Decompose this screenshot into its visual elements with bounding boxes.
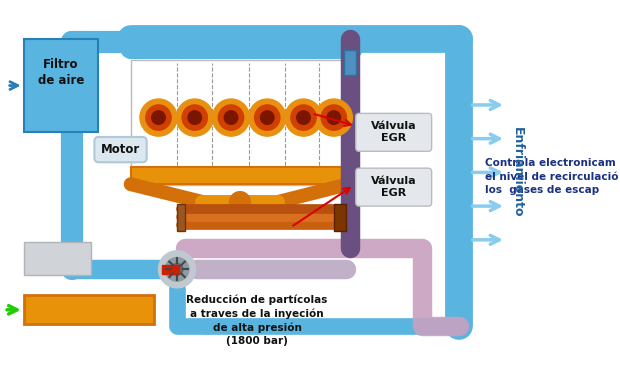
Circle shape	[182, 105, 208, 130]
Bar	[177, 204, 185, 231]
Circle shape	[140, 99, 177, 136]
Circle shape	[218, 105, 244, 130]
Text: Controla electronicam
el nivel de recirculació
los  gases de escap: Controla electronicam el nivel de recirc…	[485, 158, 618, 195]
Circle shape	[159, 251, 195, 288]
Circle shape	[260, 111, 274, 125]
Text: Filtro
de aire: Filtro de aire	[38, 58, 84, 87]
Circle shape	[249, 99, 286, 136]
Circle shape	[255, 105, 280, 130]
Text: Válvula
EGR: Válvula EGR	[371, 121, 417, 143]
Bar	[162, 265, 179, 273]
FancyBboxPatch shape	[356, 168, 432, 206]
Circle shape	[291, 105, 316, 130]
FancyBboxPatch shape	[356, 113, 432, 151]
Circle shape	[224, 111, 237, 125]
Bar	[344, 50, 356, 75]
Text: Enfriamiento: Enfriamiento	[511, 127, 524, 218]
Circle shape	[321, 105, 347, 130]
Circle shape	[327, 111, 340, 125]
Circle shape	[176, 99, 213, 136]
Bar	[131, 167, 348, 184]
Bar	[131, 60, 348, 185]
Circle shape	[297, 111, 310, 125]
Bar	[24, 242, 91, 275]
Text: Motor: Motor	[101, 143, 140, 156]
FancyBboxPatch shape	[94, 137, 147, 162]
Bar	[24, 39, 98, 132]
Bar	[24, 295, 154, 324]
Circle shape	[213, 99, 249, 136]
Circle shape	[152, 111, 166, 125]
Circle shape	[166, 258, 189, 281]
Circle shape	[316, 99, 352, 136]
Circle shape	[188, 111, 202, 125]
Bar	[334, 204, 346, 231]
Text: Válvula
EGR: Válvula EGR	[371, 176, 417, 198]
Circle shape	[285, 99, 322, 136]
Circle shape	[146, 105, 171, 130]
Text: Reducción de partícolas
a traves de la inyeción
de alta presión
(1800 bar): Reducción de partícolas a traves de la i…	[187, 295, 328, 346]
Circle shape	[171, 264, 183, 275]
